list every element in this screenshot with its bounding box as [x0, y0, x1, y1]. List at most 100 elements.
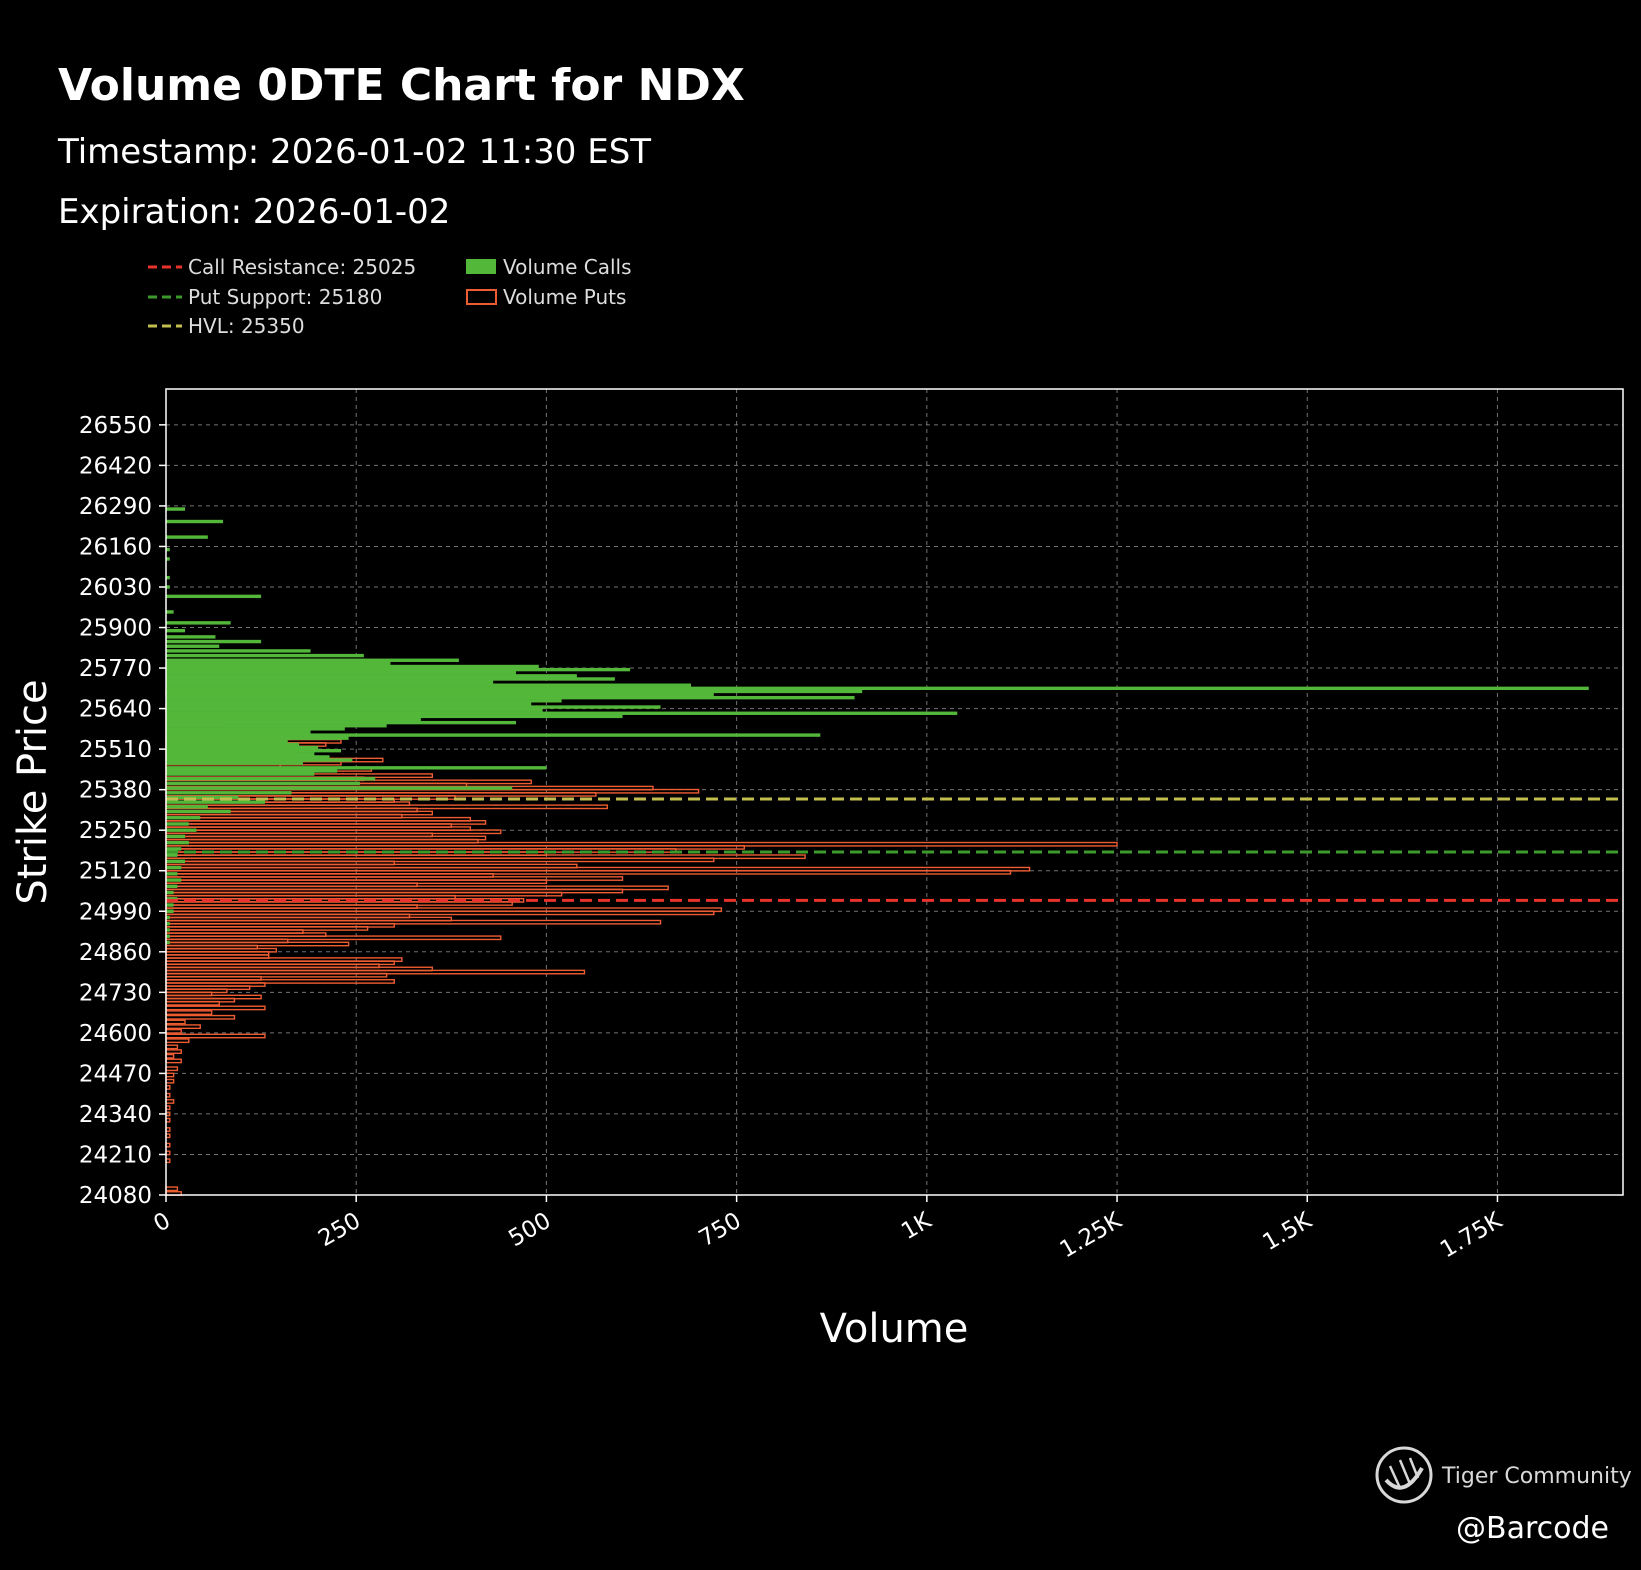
legend-volume-calls-swatch [466, 259, 496, 274]
call-volume-bar [166, 661, 391, 666]
call-volume-bar [166, 557, 170, 561]
call-volume-bar [166, 547, 170, 552]
level-lines [166, 797, 1623, 902]
y-axis-ticks: 24080 24210 24340 24470 24600 24730 24860 24990… [79, 413, 166, 1209]
call-volume-bar [166, 683, 691, 687]
y-tick-label: 26290 [79, 494, 152, 520]
calls-bars [166, 507, 1589, 945]
call-volume-bar [166, 878, 182, 882]
call-volume-bar [166, 884, 178, 889]
plot-frame [165, 388, 1624, 1196]
call-volume-bar [166, 535, 208, 539]
call-volume-bar [166, 594, 262, 599]
y-tick-label: 24210 [79, 1142, 152, 1168]
call-volume-bar [166, 791, 292, 795]
legend-hvl-label: HVL: 25350 [188, 314, 305, 338]
call-volume-bar [166, 758, 353, 762]
y-tick-label: 26160 [79, 534, 152, 560]
watermark: Tiger Community @Barcode [1375, 1446, 1632, 1546]
call-volume-bar [166, 742, 300, 747]
legend-volume-calls-label: Volume Calls [503, 255, 632, 279]
call-volume-bar [166, 897, 178, 901]
call-volume-bar [166, 847, 182, 851]
call-volume-bar [166, 909, 174, 913]
y-tick-label: 24340 [79, 1102, 152, 1128]
call-volume-bar [166, 739, 288, 744]
y-tick-label: 24470 [79, 1061, 152, 1087]
call-volume-bar [166, 755, 330, 759]
call-volume-bar [166, 702, 532, 706]
y-tick-label: 25640 [79, 697, 152, 723]
legend: Call Resistance: 25025 Put Support: 2518… [148, 255, 632, 338]
call-volume-bar [166, 695, 855, 700]
call-volume-bar [166, 649, 311, 653]
call-volume-bar [166, 890, 174, 895]
call-volume-bar [166, 692, 714, 697]
y-tick-label: 25120 [79, 859, 152, 885]
call-volume-bar [166, 639, 262, 644]
tiger-logo-icon [1375, 1446, 1433, 1504]
call-volume-bar [166, 766, 547, 770]
call-volume-bar [166, 610, 174, 614]
call-volume-bar [166, 699, 562, 703]
call-volume-bar [166, 689, 863, 694]
call-volume-bar [166, 745, 319, 750]
y-tick-label: 26420 [79, 453, 152, 479]
y-tick-label: 24990 [79, 899, 152, 925]
y-tick-label: 26550 [79, 413, 152, 439]
call-volume-bar [166, 585, 170, 589]
call-volume-bar [166, 519, 224, 524]
legend-put-support-label: Put Support: 25180 [188, 285, 382, 309]
call-volume-bar [166, 671, 516, 675]
call-volume-bar [166, 674, 577, 678]
call-volume-bar [166, 834, 186, 839]
call-volume-bar [166, 761, 303, 765]
watermark-brand: Tiger Community [1441, 1464, 1632, 1489]
call-volume-bar [166, 865, 182, 870]
call-volume-bar [166, 915, 170, 920]
call-volume-bar [166, 708, 543, 712]
call-volume-bar [166, 720, 516, 725]
y-tick-label: 24730 [79, 980, 152, 1006]
y-tick-label: 25380 [79, 778, 152, 804]
call-volume-bar [166, 724, 387, 728]
y-tick-label: 25510 [79, 737, 152, 763]
legend-volume-puts-swatch [466, 289, 497, 305]
chart-expiration: Expiration: 2026-01-02 [58, 192, 450, 232]
y-tick-label: 24080 [79, 1183, 152, 1209]
call-volume-bar [166, 934, 170, 938]
call-volume-bar [166, 752, 315, 756]
call-volume-bar [166, 714, 623, 719]
watermark-handle: @Barcode [1456, 1511, 1609, 1546]
call-volume-bar [166, 717, 421, 722]
call-volume-bar [166, 507, 186, 511]
call-volume-bar [166, 621, 231, 625]
call-volume-bar [166, 664, 539, 669]
call-volume-bar [166, 628, 186, 633]
chart-timestamp: Timestamp: 2026-01-02 11:30 EST [57, 132, 651, 172]
y-tick-label: 24600 [79, 1021, 152, 1047]
call-volume-bar [166, 840, 189, 845]
call-volume-bar [166, 822, 189, 826]
legend-volume-puts-label: Volume Puts [503, 285, 626, 309]
call-volume-bar [166, 940, 170, 945]
call-volume-bar [166, 677, 615, 681]
call-volume-bar [166, 575, 170, 580]
y-tick-label: 26030 [79, 575, 152, 601]
call-volume-bar [166, 859, 186, 864]
y-tick-label: 25770 [79, 656, 152, 682]
call-volume-bar [166, 667, 631, 672]
call-volume-bar [166, 903, 174, 907]
puts-bars [165, 690, 1118, 1196]
call-volume-bar [166, 922, 170, 926]
chart-title: Volume 0DTE Chart for NDX [58, 60, 745, 111]
legend-call-resistance-label: Call Resistance: 25025 [188, 255, 416, 279]
call-volume-bar [166, 658, 459, 662]
call-volume-bar [166, 816, 201, 820]
call-volume-bar [166, 644, 220, 648]
call-volume-bar [166, 686, 1589, 691]
call-volume-bar [166, 872, 178, 876]
y-tick-label: 24860 [79, 940, 152, 966]
